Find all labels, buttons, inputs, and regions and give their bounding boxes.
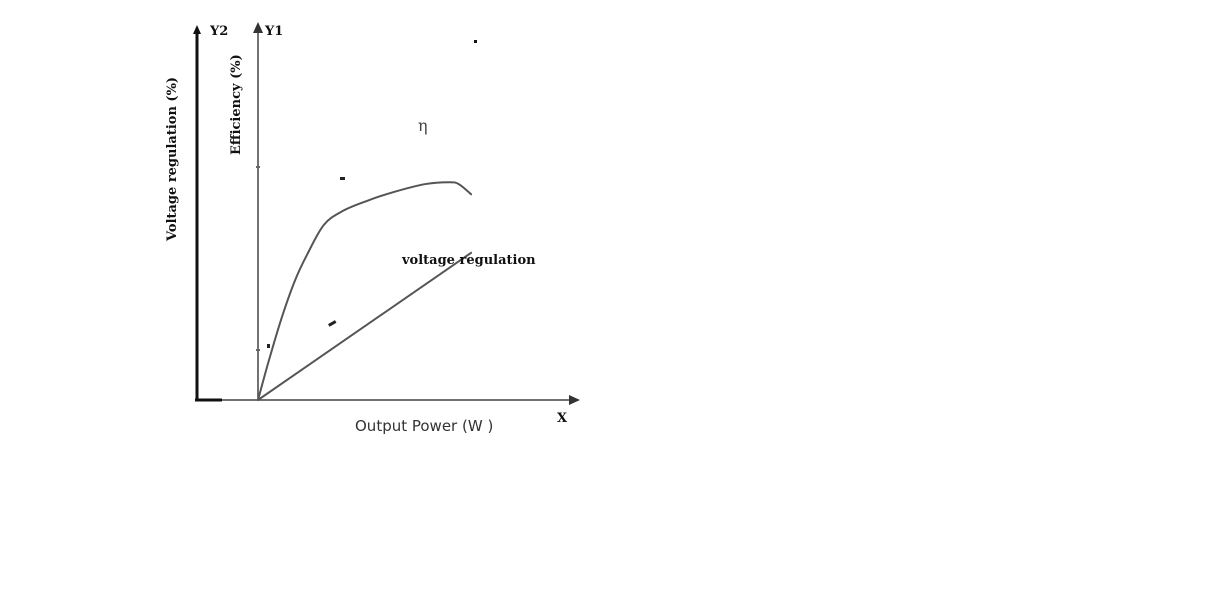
y2-axis-arrow <box>193 25 201 34</box>
y1-axis-label: Efficiency (%) <box>229 54 244 155</box>
y1-tick-upper <box>256 166 260 168</box>
y1-axis-name: Y1 <box>264 24 283 39</box>
efficiency-curve-label: η <box>418 116 428 135</box>
y1-axis-arrow <box>253 22 263 33</box>
x-axis-label: Output Power (W ) <box>355 417 493 435</box>
axis-labels: Y2 Y1 X Output Power (W ) Efficiency (%)… <box>165 24 568 435</box>
series-layer <box>257 181 473 401</box>
axes <box>193 22 580 405</box>
voltage-regulation-line <box>257 251 473 401</box>
x-axis-name: X <box>557 411 568 426</box>
x-axis-arrow <box>569 395 580 405</box>
regulation-point-marker <box>328 320 337 327</box>
decorative-marks <box>256 40 477 351</box>
y2-axis-name: Y2 <box>209 24 228 39</box>
efficiency-point-marker <box>340 177 345 180</box>
efficiency-low-marker <box>267 344 270 348</box>
series-labels: η voltage regulation <box>401 116 536 268</box>
stray-dot <box>474 40 477 43</box>
y2-axis-label: Voltage regulation (%) <box>165 77 180 242</box>
voltage-regulation-curve-label: voltage regulation <box>401 253 536 268</box>
efficiency-curve <box>257 181 473 401</box>
y1-tick-lower <box>256 349 260 351</box>
